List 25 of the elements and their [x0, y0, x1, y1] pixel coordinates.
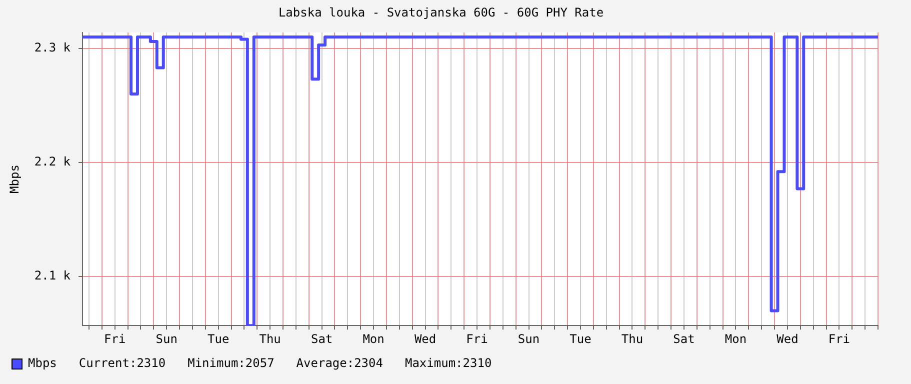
x-tick-label: Sat [673, 332, 695, 346]
x-tick-label: Thu [621, 332, 644, 346]
legend-label: Mbps [28, 356, 57, 370]
y-tick-label: 2.3 k [34, 40, 72, 54]
x-tick-label: Tue [570, 332, 592, 346]
chart-title: Labska louka - Svatojanska 60G - 60G PHY Rate [278, 5, 604, 20]
text: Average:2304 [296, 356, 383, 370]
y-axis-title: Mbps [7, 164, 22, 194]
x-tick-label: Mon [362, 332, 384, 346]
x-tick-label: Tue [207, 332, 230, 346]
x-tick-label: Sun [518, 332, 540, 346]
x-tick-label: Sun [156, 332, 178, 346]
x-tick-label: Fri [104, 332, 126, 346]
y-tick-label: 2.1 k [34, 268, 72, 283]
text: Minimum:2057 [188, 356, 274, 370]
x-tick-label: Fri [828, 332, 850, 346]
x-tick-label: Wed [776, 332, 798, 346]
x-tick-label: Wed [414, 332, 436, 346]
x-tick-label: Fri [466, 332, 488, 346]
y-tick-label: 2.2 k [34, 154, 72, 169]
x-tick-label: Mon [724, 332, 747, 346]
x-tick-label: Thu [259, 332, 281, 346]
x-tick-label: Sat [310, 332, 333, 346]
text: Maximum:2310 [404, 356, 492, 370]
text: Current:2310 [78, 356, 166, 370]
